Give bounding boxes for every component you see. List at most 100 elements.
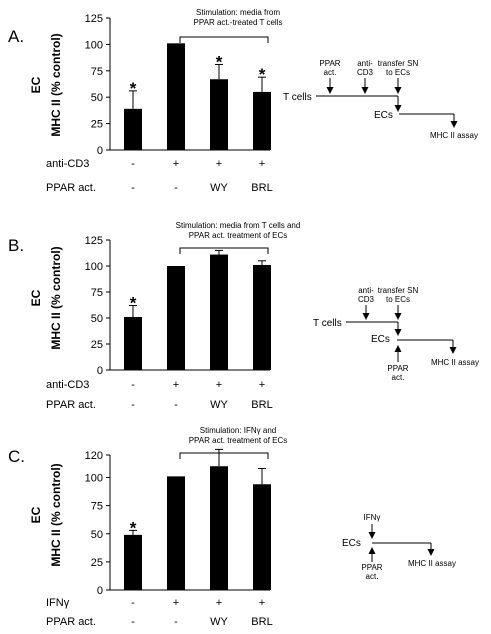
condition-label-1: anti-CD3 <box>46 379 89 391</box>
stimulation-bracket <box>180 248 268 254</box>
bar <box>124 535 142 590</box>
condition-label-1: anti-CD3 <box>46 158 89 170</box>
bar <box>210 466 228 590</box>
schematic-assay-label: MHC II assay <box>431 358 479 367</box>
bar <box>210 255 228 370</box>
significance-star: * <box>130 294 137 313</box>
y-tick-label: 50 <box>91 92 103 104</box>
bar <box>167 476 185 590</box>
schematic-t-cells-label: T cells <box>283 92 312 103</box>
condition-mark: WY <box>210 182 228 194</box>
stimulation-label-line-1: Stimulation: IFNγ and <box>200 426 276 435</box>
bar <box>124 317 142 370</box>
y-tick-label: 25 <box>91 119 103 131</box>
plot-area: 0 25 50 75 100 125 * - + + + - - WY BRL <box>85 235 273 411</box>
panel-letter: B. <box>8 236 24 255</box>
bar <box>124 109 142 150</box>
condition-mark: + <box>259 379 265 391</box>
schematic: PPAR act. anti- CD3 transfer SN to ECs T… <box>283 59 478 140</box>
schematic-assay-label: MHC II assay <box>408 559 456 568</box>
schematic-post-label: act. <box>366 572 379 581</box>
y-tick-label: 0 <box>97 365 103 377</box>
y-tick-label: 25 <box>91 339 103 351</box>
condition-label-1: IFNγ <box>46 597 70 609</box>
condition-mark: + <box>216 379 222 391</box>
panel-b: B. EC MHC II (% control) 0 25 50 75 100 125 * -… <box>8 221 479 411</box>
panel-a: A. EC MHC II (% control) 0 25 50 75 100 125 * *… <box>8 8 478 194</box>
stimulation-label-line-1: Stimulation: media from <box>196 8 280 17</box>
condition-label-2: PPAR act. <box>46 182 96 194</box>
condition-mark: + <box>216 597 222 609</box>
bar <box>253 92 271 150</box>
stimulation-label-line-2: PPAR act. treatment of ECs <box>189 436 288 445</box>
bar <box>167 43 185 150</box>
y-axis-label-ec: EC <box>29 76 43 93</box>
significance-star: * <box>216 52 223 71</box>
schematic-ecs-label: ECs <box>374 110 393 121</box>
bar <box>253 265 271 370</box>
y-tick-label: 100 <box>85 261 103 273</box>
condition-mark: WY <box>210 616 228 628</box>
y-tick-label: 125 <box>85 235 103 247</box>
schematic-pre-label: IFNγ <box>364 513 381 522</box>
schematic-assay-label: MHC II assay <box>430 131 478 140</box>
stimulation-bracket <box>180 453 268 459</box>
y-tick-label: 75 <box>91 501 103 513</box>
condition-mark: + <box>259 597 265 609</box>
y-tick-label: 50 <box>91 313 103 325</box>
condition-mark: + <box>173 158 179 170</box>
y-tick-label: 75 <box>91 66 103 78</box>
condition-label-2: PPAR act. <box>46 616 96 628</box>
y-tick-label: 0 <box>97 145 103 157</box>
y-tick-label: 100 <box>85 473 103 485</box>
condition-mark: - <box>131 379 135 391</box>
schematic-pre-label: anti- <box>357 59 373 68</box>
condition-mark: + <box>259 158 265 170</box>
stimulation-label-line-2: PPAR act. treatment of ECs <box>189 231 288 240</box>
y-axis-label: MHC II (% control) <box>49 33 63 136</box>
panel-letter: C. <box>8 447 25 466</box>
schematic-ecs-label: ECs <box>342 538 361 549</box>
y-axis-label: MHC II (% control) <box>49 246 63 349</box>
schematic-pre-label: to ECs <box>386 295 410 304</box>
condition-mark: - <box>174 182 178 194</box>
stimulation-label-line-2: PPAR act.-treated T cells <box>194 18 283 27</box>
condition-mark: WY <box>210 399 228 411</box>
significance-star: * <box>130 518 137 537</box>
schematic-t-cells-label: T cells <box>313 318 342 329</box>
significance-star: * <box>130 79 137 98</box>
condition-label-2: PPAR act. <box>46 399 96 411</box>
condition-mark: + <box>173 379 179 391</box>
panel-c: C. EC MHC II (% control) 0 25 50 75 100 120 * -… <box>8 426 456 628</box>
condition-mark: - <box>131 158 135 170</box>
condition-mark: - <box>174 616 178 628</box>
condition-mark: + <box>173 597 179 609</box>
y-tick-label: 0 <box>97 585 103 597</box>
schematic: anti- CD3 transfer SN to ECs T cells ECs… <box>313 286 479 382</box>
condition-mark: - <box>174 399 178 411</box>
schematic-post-label: PPAR <box>361 563 382 572</box>
bar <box>210 79 228 150</box>
schematic-pre-label: transfer SN <box>378 286 419 295</box>
bar <box>253 484 271 590</box>
y-tick-label: 25 <box>91 557 103 569</box>
schematic-post-label: act. <box>392 373 405 382</box>
condition-mark: - <box>131 399 135 411</box>
plot-area: 0 25 50 75 100 120 * - + + + - - WY BRL <box>85 449 273 628</box>
condition-mark: BRL <box>251 399 272 411</box>
panel-letter: A. <box>8 27 24 46</box>
significance-star: * <box>259 65 266 84</box>
y-tick-label: 75 <box>91 287 103 299</box>
condition-mark: + <box>216 158 222 170</box>
stimulation-label-line-1: Stimulation: media from T cells and <box>176 221 301 230</box>
plot-area: 0 25 50 75 100 125 * * * - + + + - - WY BRL <box>85 13 273 194</box>
stimulation-bracket <box>180 37 268 43</box>
y-tick-label: 100 <box>85 39 103 51</box>
schematic-ecs-label: ECs <box>371 334 390 345</box>
condition-mark: - <box>131 616 135 628</box>
y-axis-label-ec: EC <box>29 506 43 523</box>
schematic-pre-label: PPAR <box>319 59 340 68</box>
y-tick-label: 50 <box>91 529 103 541</box>
y-axis-label: MHC II (% control) <box>49 463 63 566</box>
